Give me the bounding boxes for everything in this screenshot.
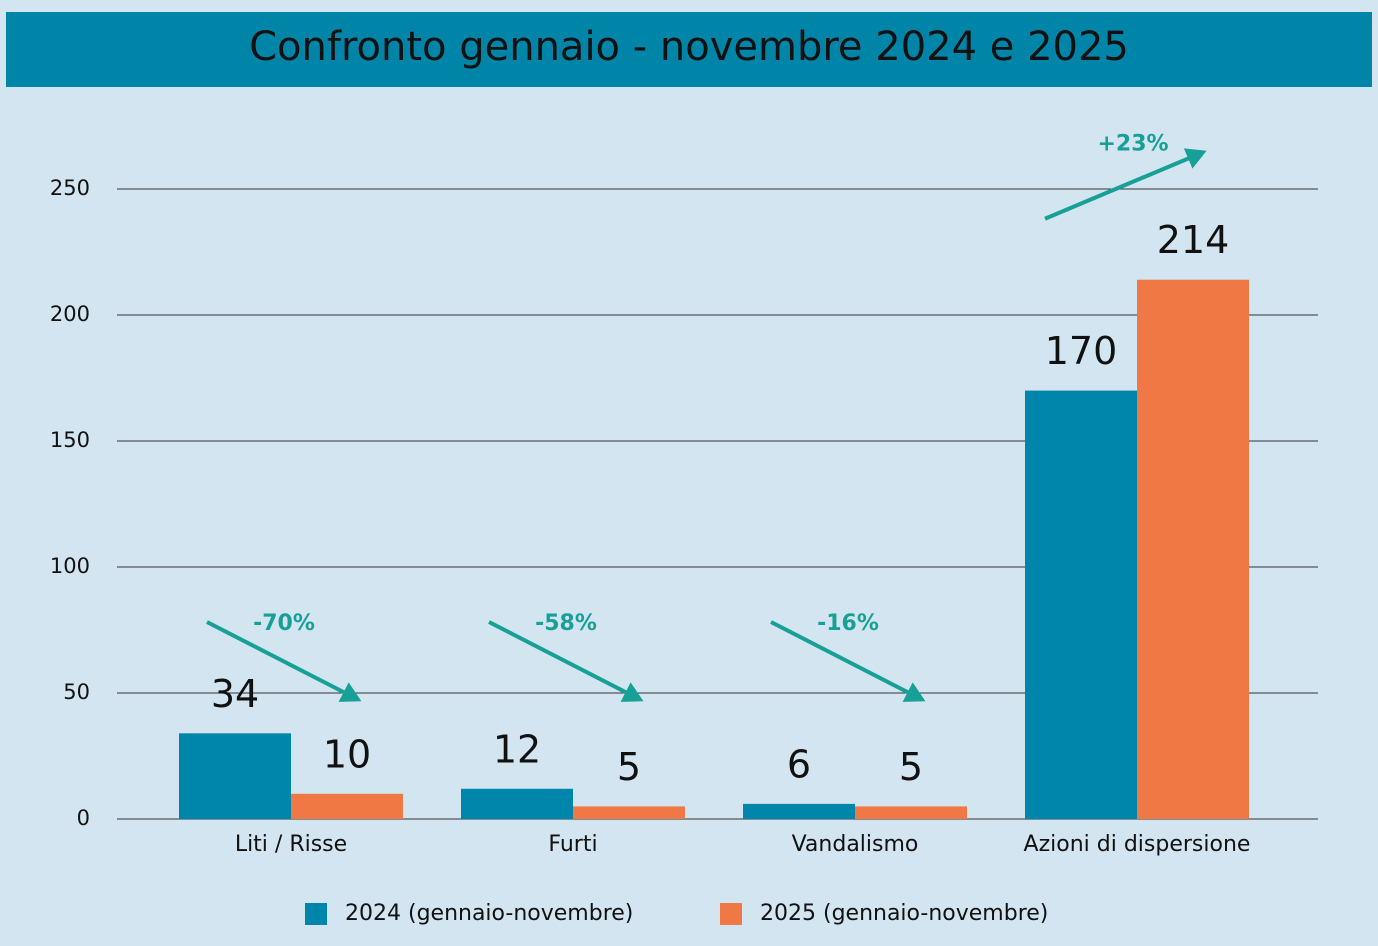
x-tick-label: Furti (548, 832, 597, 857)
trend-arrow (206, 620, 362, 702)
trend-arrow (1044, 148, 1207, 221)
bar (1137, 279, 1249, 820)
y-tick-label: 100 (50, 554, 90, 578)
bar (179, 733, 291, 819)
bar (743, 803, 855, 819)
trend-arrow (770, 620, 926, 702)
x-tick-label: Vandalismo (792, 832, 919, 857)
legend-swatch (720, 903, 742, 925)
change-annotation: -58% (535, 611, 597, 636)
chart-title: Confronto gennaio - novembre 2024 e 2025 (249, 24, 1129, 70)
value-label: 214 (1157, 218, 1230, 262)
y-tick-label: 50 (63, 680, 90, 704)
value-label: 12 (493, 727, 541, 771)
bar (461, 788, 573, 819)
legend-label: 2024 (gennaio-novembre) (345, 901, 633, 926)
title-bar (6, 12, 1372, 87)
value-label: 6 (787, 742, 811, 786)
bar (573, 806, 685, 819)
value-label: 5 (899, 745, 923, 789)
bar (855, 806, 967, 819)
y-tick-label: 200 (50, 302, 90, 326)
change-annotation: +23% (1097, 132, 1168, 157)
bar (291, 793, 403, 819)
y-tick-label: 150 (50, 428, 90, 452)
value-label: 5 (617, 745, 641, 789)
legend-swatch (305, 903, 327, 925)
value-label: 170 (1045, 329, 1118, 373)
x-tick-label: Azioni di dispersione (1024, 832, 1251, 857)
change-annotation: -70% (253, 611, 315, 636)
bar (1025, 390, 1137, 819)
change-annotation: -16% (817, 611, 879, 636)
value-label: 34 (211, 672, 259, 716)
value-label: 10 (323, 732, 371, 776)
y-tick-label: 0 (77, 806, 90, 830)
x-tick-label: Liti / Risse (235, 832, 347, 857)
y-tick-label: 250 (50, 176, 90, 200)
legend-label: 2025 (gennaio-novembre) (760, 901, 1048, 926)
trend-arrow (488, 620, 644, 702)
